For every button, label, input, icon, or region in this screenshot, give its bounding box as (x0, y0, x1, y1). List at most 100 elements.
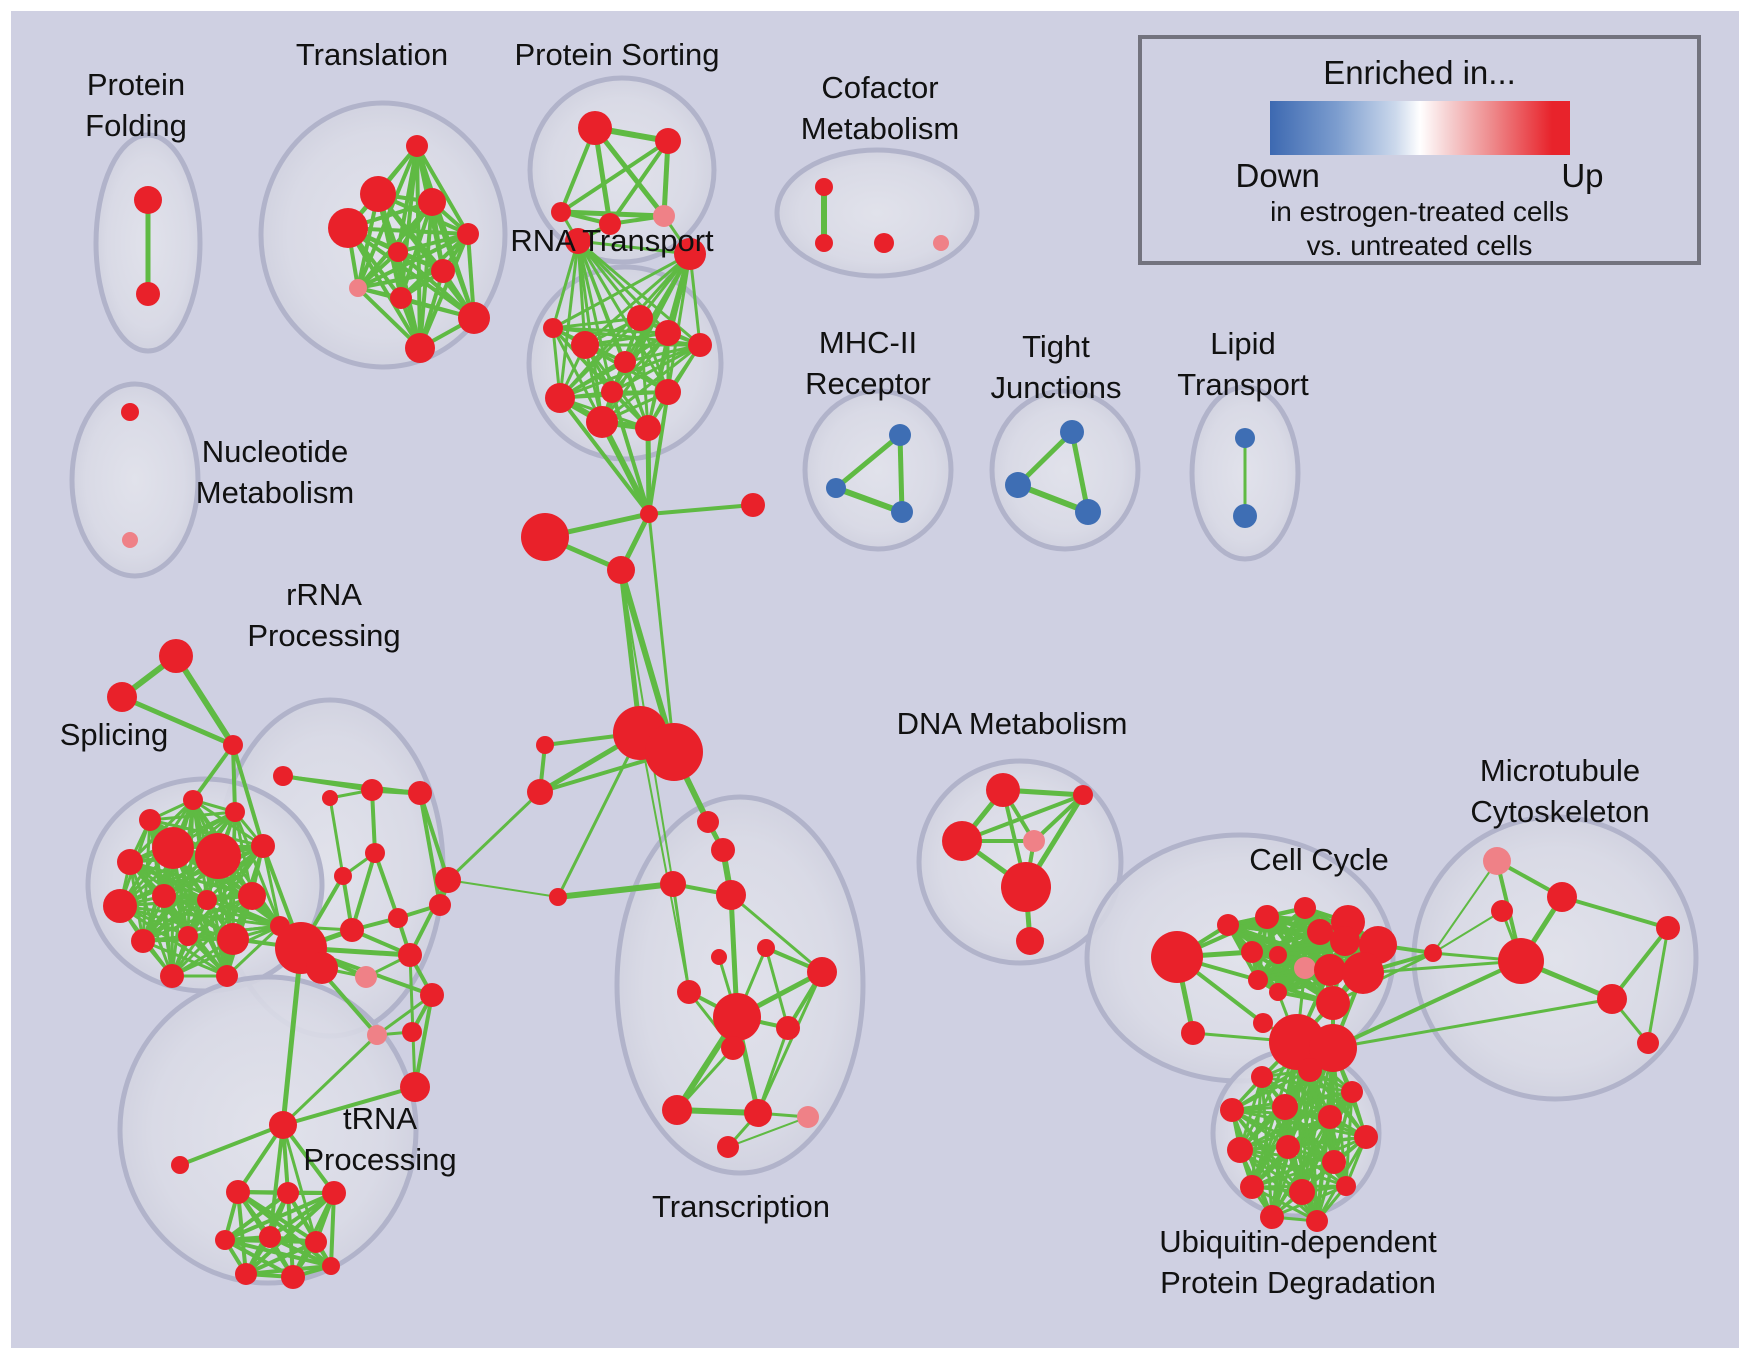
gene-set-node-cc12 (1248, 970, 1268, 990)
gene-set-node-tb2 (1075, 499, 1101, 525)
gene-set-node-tl10 (405, 333, 435, 363)
gene-set-node-tr14 (717, 1136, 739, 1158)
gene-set-node-rr7 (340, 918, 364, 942)
gene-set-node-ccL (1151, 931, 1203, 983)
edge (559, 139, 670, 214)
edge (446, 790, 542, 882)
gene-set-node-tn6 (259, 1226, 281, 1248)
gene-set-node-tr3 (716, 880, 746, 910)
edge (268, 1124, 285, 1238)
edge (727, 1116, 809, 1148)
gene-set-node-u3 (1220, 1098, 1244, 1122)
gene-set-node-spH (103, 889, 137, 923)
edge (396, 250, 476, 320)
edge (397, 232, 469, 254)
legend-caption-line1: in estrogen-treated cells (1270, 196, 1569, 227)
edge (415, 144, 470, 236)
edge (357, 232, 469, 290)
label-nucleotide-metabolism: Nucleotide (202, 434, 348, 469)
edge (618, 569, 643, 734)
gene-set-node-spM (178, 926, 198, 946)
gene-set-node-tb1 (1005, 472, 1031, 498)
gene-set-node-r9 (601, 381, 623, 403)
edge (1270, 1047, 1335, 1218)
gene-set-node-spQ (216, 965, 238, 987)
edge (373, 852, 400, 919)
gene-set-node-mt2 (1491, 900, 1513, 922)
edge (552, 252, 691, 330)
gene-set-node-tn7 (305, 1231, 327, 1253)
edge (557, 881, 674, 900)
gene-set-node-n1 (122, 532, 138, 548)
edge (1069, 431, 1091, 513)
edge (552, 316, 641, 330)
gene-set-node-u14 (1306, 1210, 1328, 1232)
gene-set-node-tl2 (328, 208, 368, 248)
edge (280, 947, 304, 1126)
edge (1251, 1185, 1318, 1223)
gene-set-node-cf2 (874, 233, 894, 253)
gene-set-node-tr5 (711, 949, 727, 965)
gene-set-node-u6 (1354, 1125, 1378, 1149)
gene-set-node-b1 (826, 478, 846, 498)
edge (756, 1027, 790, 1114)
gene-set-node-rrH2 (306, 952, 338, 984)
edge (618, 569, 677, 753)
edge (608, 139, 670, 226)
label-splicing: Splicing (60, 717, 169, 752)
edge (418, 792, 450, 881)
gene-set-node-cc14 (1316, 986, 1350, 1020)
edge (223, 1191, 290, 1242)
edge (224, 1191, 335, 1242)
gene-set-node-l0 (1235, 428, 1255, 448)
gene-set-node-tl5 (388, 242, 408, 262)
gene-set-node-r0 (565, 228, 591, 254)
gene-set-node-u11 (1289, 1179, 1315, 1205)
gene-set-node-sA (159, 639, 193, 673)
edge (558, 396, 651, 516)
edge (961, 793, 1084, 843)
label-tight-junctions: Junctions (991, 370, 1122, 405)
bubble-microtubule-cytoskeleton (1411, 814, 1699, 1102)
gene-set-node-cc10 (1314, 954, 1346, 986)
gene-set-node-r5 (655, 320, 681, 346)
gene-set-node-l1 (1233, 504, 1257, 528)
gene-set-node-tr8 (713, 993, 761, 1041)
edge (764, 947, 790, 1029)
legend-gradient-bar (1269, 101, 1570, 155)
edge (350, 852, 377, 931)
legend-down-label: Down (1235, 157, 1320, 194)
gene-set-node-tn2 (226, 1180, 250, 1204)
edge (121, 694, 234, 748)
gene-set-node-ps1 (655, 128, 681, 154)
edge (599, 420, 652, 516)
gene-set-node-rr10 (388, 908, 408, 928)
gene-set-node-cf0 (815, 178, 833, 196)
gene-set-node-m5 (645, 723, 703, 781)
edge (645, 427, 652, 515)
edge (281, 1124, 318, 1243)
label-rrna-processing: Processing (247, 618, 400, 653)
label-mhc-ii-receptor: MHC-II (819, 325, 917, 360)
gene-set-node-spK (238, 882, 266, 910)
label-protein-sorting: Protein Sorting (514, 37, 719, 72)
gene-set-node-r7 (614, 351, 636, 373)
gene-set-node-tn8 (235, 1263, 257, 1285)
label-lipid-transport: Transport (1177, 367, 1309, 402)
edge (600, 332, 670, 423)
gene-set-node-tr7 (807, 957, 837, 987)
gene-set-node-cc16 (1181, 1021, 1205, 1045)
edge (231, 744, 237, 813)
gene-set-node-ps0 (578, 111, 612, 145)
edge (1610, 926, 1670, 1001)
edge (1646, 927, 1670, 1044)
edge (329, 1192, 336, 1267)
gene-set-node-ps2 (551, 202, 571, 222)
nodes (103, 111, 1680, 1289)
gene-set-node-rr3 (408, 781, 432, 805)
edge (647, 513, 676, 753)
gene-set-node-r4 (543, 318, 563, 338)
gene-set-node-cc9 (1294, 957, 1316, 979)
gene-set-node-tr4 (757, 939, 775, 957)
gene-set-node-tr6 (677, 980, 701, 1004)
